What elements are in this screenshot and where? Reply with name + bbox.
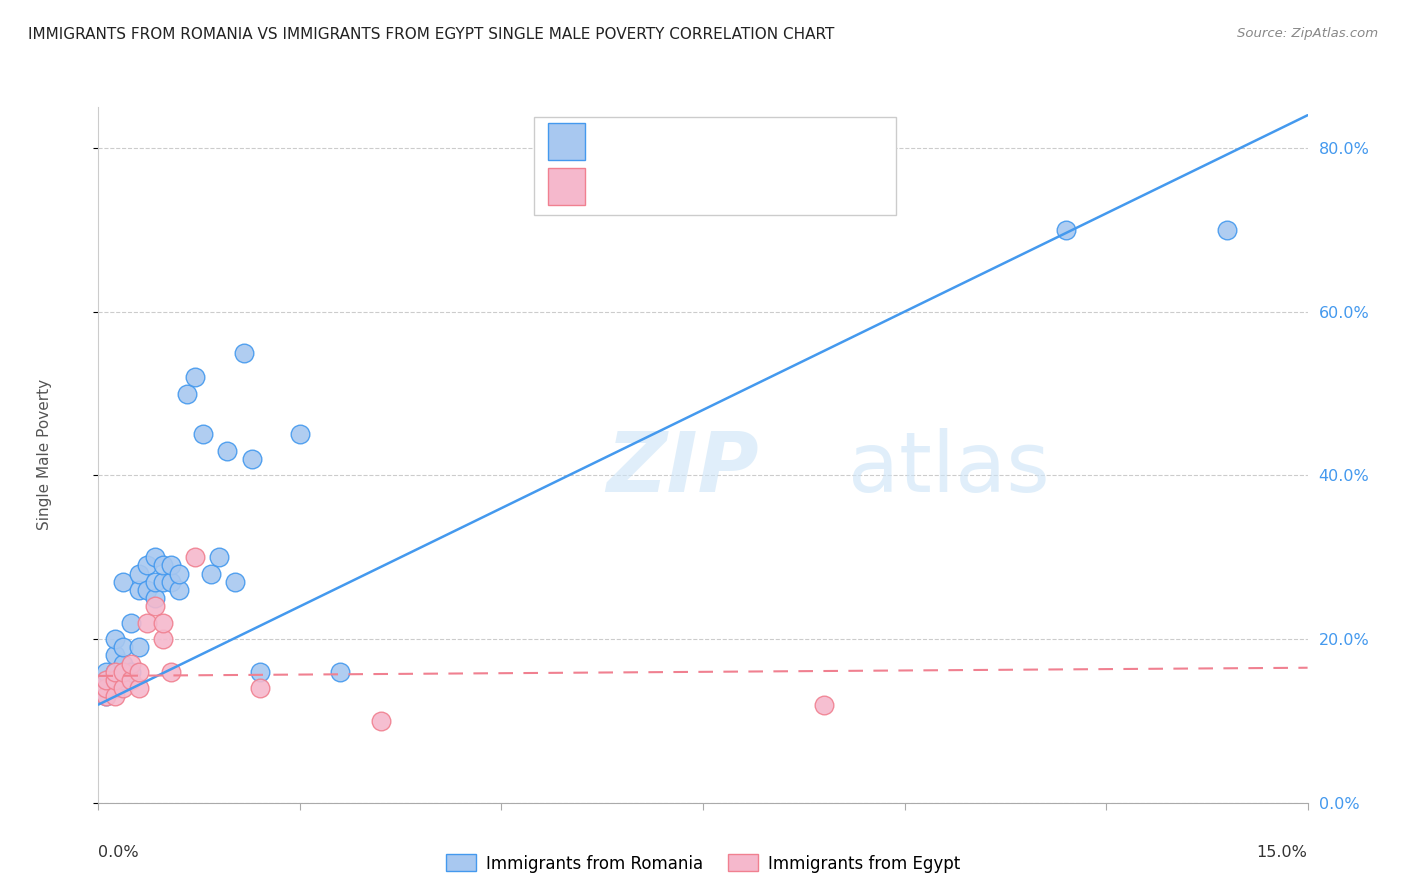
Point	[96, 690, 118, 704]
Point	[152, 615, 174, 630]
Point	[208, 550, 231, 565]
Point	[152, 574, 174, 589]
Point	[103, 690, 125, 704]
Point	[128, 566, 150, 581]
Point	[152, 558, 174, 573]
Point	[103, 648, 125, 663]
Text: IMMIGRANTS FROM ROMANIA VS IMMIGRANTS FROM EGYPT SINGLE MALE POVERTY CORRELATION: IMMIGRANTS FROM ROMANIA VS IMMIGRANTS FR…	[28, 27, 835, 42]
Point	[111, 657, 134, 671]
Text: Source: ZipAtlas.com: Source: ZipAtlas.com	[1237, 27, 1378, 40]
Point	[184, 550, 207, 565]
Point	[128, 640, 150, 655]
Point	[103, 665, 125, 679]
Point	[143, 550, 166, 565]
Point	[240, 452, 263, 467]
Point	[135, 582, 157, 597]
Point	[232, 345, 254, 359]
Point	[224, 574, 246, 589]
Point	[184, 370, 207, 384]
Point	[167, 566, 190, 581]
Point	[111, 665, 134, 679]
Point	[249, 665, 271, 679]
Point	[160, 558, 183, 573]
Point	[96, 673, 118, 687]
Point	[120, 673, 142, 687]
Point	[135, 558, 157, 573]
Point	[120, 657, 142, 671]
Point	[111, 673, 134, 687]
Point	[111, 640, 134, 655]
Point	[103, 665, 125, 679]
Point	[160, 574, 183, 589]
Point	[143, 599, 166, 614]
Point	[120, 615, 142, 630]
Text: atlas: atlas	[848, 428, 1050, 509]
Point	[249, 681, 271, 696]
Point	[96, 681, 118, 696]
Point	[370, 714, 392, 728]
Point	[103, 673, 125, 687]
Text: 15.0%: 15.0%	[1257, 845, 1308, 860]
Point	[217, 443, 239, 458]
Point	[152, 632, 174, 646]
Text: Single Male Poverty: Single Male Poverty	[37, 379, 52, 531]
Point	[111, 681, 134, 696]
Legend: Immigrants from Romania, Immigrants from Egypt: Immigrants from Romania, Immigrants from…	[439, 847, 967, 880]
Point	[176, 386, 198, 401]
Point	[160, 665, 183, 679]
Text: 0.0%: 0.0%	[98, 845, 139, 860]
Point	[128, 665, 150, 679]
Point	[128, 681, 150, 696]
Point	[288, 427, 311, 442]
Point	[135, 615, 157, 630]
Point	[96, 690, 118, 704]
Point	[111, 574, 134, 589]
Point	[143, 574, 166, 589]
Point	[193, 427, 215, 442]
Point	[120, 665, 142, 679]
Point	[1054, 223, 1077, 237]
Point	[96, 665, 118, 679]
Point	[1216, 223, 1239, 237]
Point	[103, 632, 125, 646]
Point	[200, 566, 222, 581]
Point	[128, 582, 150, 597]
Point	[103, 681, 125, 696]
Point	[143, 591, 166, 606]
Point	[167, 582, 190, 597]
Point	[96, 673, 118, 687]
Point	[813, 698, 835, 712]
Point	[329, 665, 352, 679]
Text: ZIP: ZIP	[606, 428, 759, 509]
